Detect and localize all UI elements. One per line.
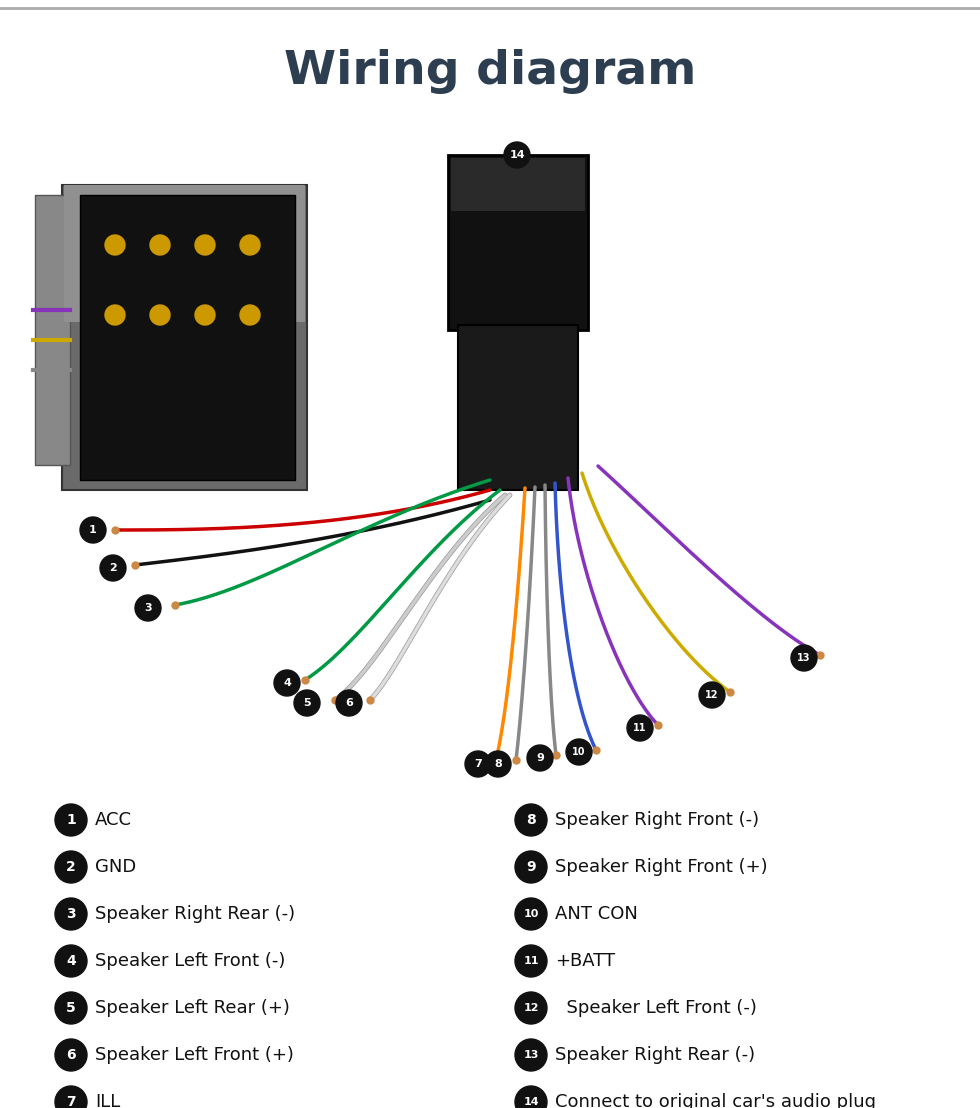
Circle shape bbox=[515, 1039, 547, 1071]
Text: ACC: ACC bbox=[95, 811, 132, 829]
FancyBboxPatch shape bbox=[458, 325, 578, 490]
Circle shape bbox=[240, 305, 260, 325]
Text: ANT CON: ANT CON bbox=[555, 905, 638, 923]
Text: 14: 14 bbox=[510, 150, 525, 160]
Text: 7: 7 bbox=[67, 1095, 75, 1108]
Text: 3: 3 bbox=[144, 603, 152, 613]
Text: 13: 13 bbox=[523, 1050, 539, 1060]
Text: Connect to original car's audio plug: Connect to original car's audio plug bbox=[555, 1092, 876, 1108]
FancyBboxPatch shape bbox=[35, 195, 70, 465]
Text: Speaker Right Front (+): Speaker Right Front (+) bbox=[555, 858, 767, 876]
Circle shape bbox=[195, 305, 215, 325]
Text: 6: 6 bbox=[67, 1048, 75, 1061]
Circle shape bbox=[55, 804, 87, 837]
Text: Speaker Left Rear (+): Speaker Left Rear (+) bbox=[95, 999, 290, 1017]
Text: Speaker Right Front (-): Speaker Right Front (-) bbox=[555, 811, 760, 829]
Circle shape bbox=[55, 1086, 87, 1108]
Text: 7: 7 bbox=[474, 759, 482, 769]
Circle shape bbox=[294, 690, 320, 716]
Circle shape bbox=[515, 897, 547, 930]
Text: 12: 12 bbox=[706, 690, 718, 700]
Circle shape bbox=[105, 305, 125, 325]
Text: 5: 5 bbox=[66, 1001, 75, 1015]
Text: 10: 10 bbox=[572, 747, 586, 757]
Text: ILL: ILL bbox=[95, 1092, 121, 1108]
Text: +BATT: +BATT bbox=[555, 952, 615, 970]
Text: 11: 11 bbox=[523, 956, 539, 966]
Text: 11: 11 bbox=[633, 724, 647, 733]
Text: 4: 4 bbox=[283, 678, 291, 688]
Text: 10: 10 bbox=[523, 909, 539, 919]
Circle shape bbox=[627, 715, 653, 741]
Text: 9: 9 bbox=[536, 753, 544, 763]
Circle shape bbox=[135, 595, 161, 620]
Text: 6: 6 bbox=[345, 698, 353, 708]
FancyBboxPatch shape bbox=[448, 155, 588, 330]
Text: Speaker Right Rear (-): Speaker Right Rear (-) bbox=[95, 905, 295, 923]
Circle shape bbox=[195, 235, 215, 255]
Circle shape bbox=[55, 992, 87, 1024]
Circle shape bbox=[515, 804, 547, 837]
Circle shape bbox=[105, 235, 125, 255]
FancyBboxPatch shape bbox=[64, 185, 305, 322]
Text: 14: 14 bbox=[523, 1097, 539, 1107]
Text: 1: 1 bbox=[89, 525, 97, 535]
Circle shape bbox=[80, 517, 106, 543]
Circle shape bbox=[515, 1086, 547, 1108]
Circle shape bbox=[515, 945, 547, 977]
Circle shape bbox=[150, 305, 170, 325]
Text: 8: 8 bbox=[494, 759, 502, 769]
FancyBboxPatch shape bbox=[80, 195, 295, 480]
Circle shape bbox=[55, 1039, 87, 1071]
Text: 13: 13 bbox=[798, 653, 810, 663]
Circle shape bbox=[504, 142, 530, 168]
Circle shape bbox=[336, 690, 362, 716]
Circle shape bbox=[150, 235, 170, 255]
Text: 1: 1 bbox=[66, 813, 75, 827]
Text: GND: GND bbox=[95, 858, 136, 876]
Circle shape bbox=[515, 992, 547, 1024]
Text: 8: 8 bbox=[526, 813, 536, 827]
Circle shape bbox=[240, 235, 260, 255]
Text: 2: 2 bbox=[109, 563, 117, 573]
Circle shape bbox=[485, 751, 511, 777]
Circle shape bbox=[699, 683, 725, 708]
Circle shape bbox=[515, 851, 547, 883]
Circle shape bbox=[55, 897, 87, 930]
Circle shape bbox=[566, 739, 592, 765]
Text: 9: 9 bbox=[526, 860, 536, 874]
Text: Wiring diagram: Wiring diagram bbox=[284, 50, 696, 94]
Text: 2: 2 bbox=[66, 860, 75, 874]
Text: 3: 3 bbox=[67, 907, 75, 921]
Text: Speaker Right Rear (-): Speaker Right Rear (-) bbox=[555, 1046, 756, 1064]
FancyBboxPatch shape bbox=[451, 158, 585, 211]
Text: Speaker Left Front (-): Speaker Left Front (-) bbox=[95, 952, 285, 970]
Circle shape bbox=[527, 745, 553, 771]
Text: Speaker Left Front (+): Speaker Left Front (+) bbox=[95, 1046, 294, 1064]
Circle shape bbox=[791, 645, 817, 671]
Circle shape bbox=[55, 851, 87, 883]
Circle shape bbox=[465, 751, 491, 777]
Circle shape bbox=[55, 945, 87, 977]
Circle shape bbox=[100, 555, 126, 581]
Text: 4: 4 bbox=[66, 954, 75, 968]
Text: 12: 12 bbox=[523, 1003, 539, 1013]
FancyBboxPatch shape bbox=[62, 185, 307, 490]
Text: 5: 5 bbox=[303, 698, 311, 708]
Circle shape bbox=[274, 670, 300, 696]
Text: Speaker Left Front (-): Speaker Left Front (-) bbox=[555, 999, 757, 1017]
